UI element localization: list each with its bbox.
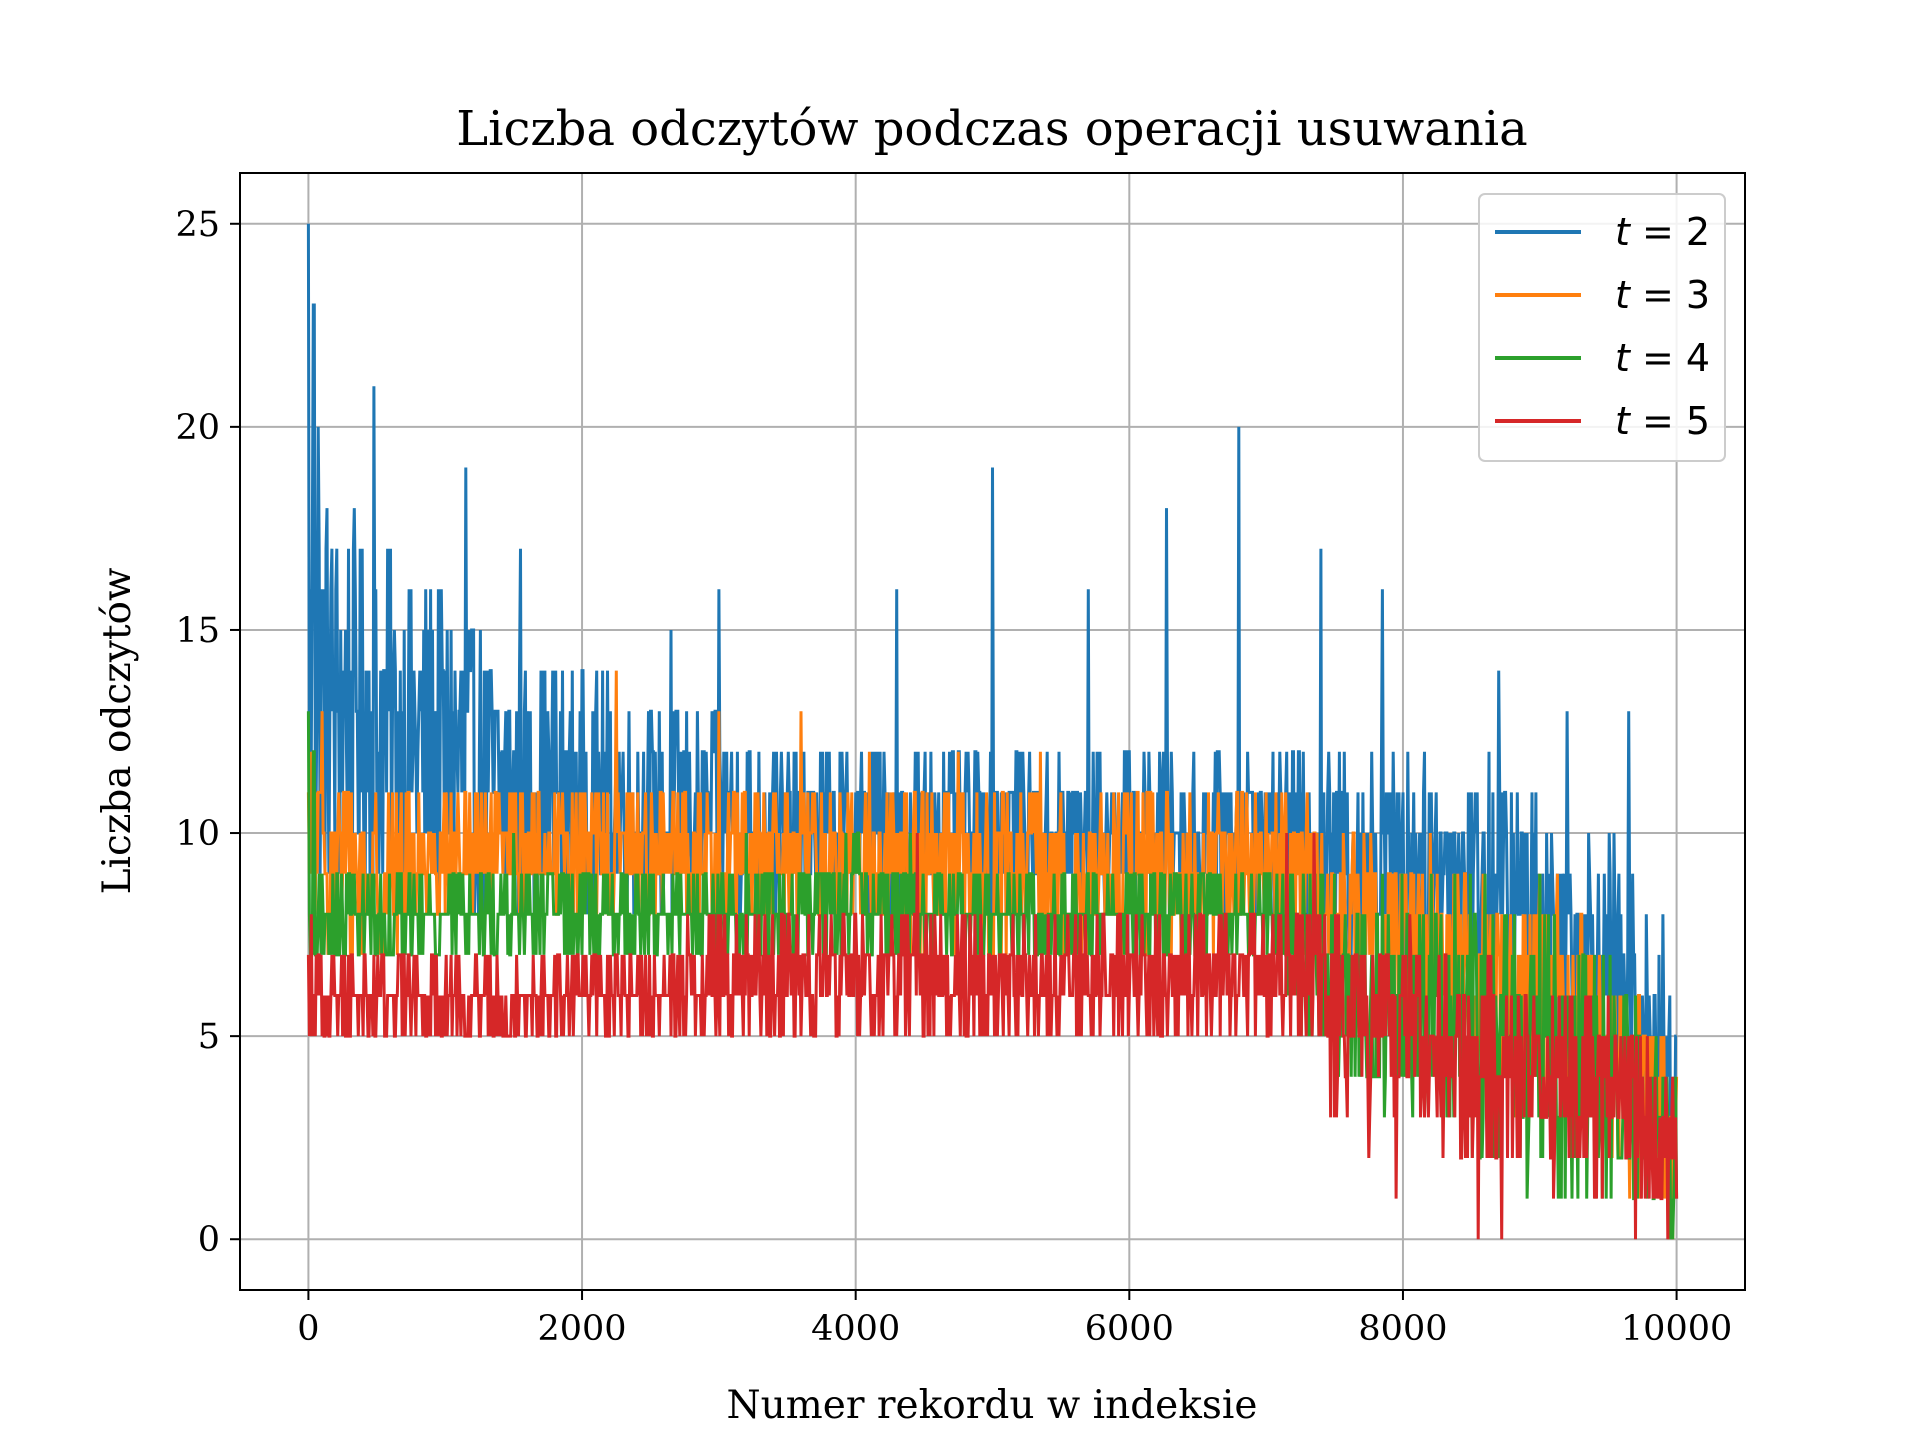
legend-label: t = 4 (1615, 336, 1710, 380)
x-tick-label: 0 (297, 1309, 319, 1349)
series-layer (306, 223, 1679, 1240)
y-tick-label: 25 (175, 205, 220, 245)
x-tick-label: 6000 (1085, 1309, 1174, 1349)
x-tick-label: 2000 (538, 1309, 627, 1349)
series-line-4 (306, 711, 1679, 1240)
legend-label: t = 3 (1615, 273, 1710, 317)
x-tick-label: 4000 (811, 1309, 900, 1349)
legend: t = 2 t = 3 t = 4 t = 5 (1478, 193, 1726, 462)
y-tick-label: 0 (198, 1220, 220, 1260)
plot-frame (239, 172, 1746, 1291)
y-tick-label: 20 (175, 408, 220, 448)
series-line-5 (306, 832, 1679, 1240)
legend-label: t = 2 (1615, 210, 1710, 254)
x-axis-label: Numer rekordu w indeksie (727, 1383, 1258, 1428)
x-tick-label: 8000 (1358, 1309, 1447, 1349)
legend-label: t = 5 (1615, 399, 1710, 443)
y-axis-label: Liczba odczytów (95, 568, 140, 895)
axis-ticks: 0 2000 4000 6000 8000 10000 0 5 10 15 20 25 (175, 205, 1732, 1349)
legend-box (1478, 193, 1726, 462)
x-tick-label: 10000 (1621, 1309, 1732, 1349)
y-tick-label: 5 (198, 1017, 220, 1057)
y-tick-label: 15 (175, 611, 220, 651)
y-tick-label: 10 (175, 814, 220, 854)
chart-title: Liczba odczytów podczas operacji usuwani… (456, 101, 1528, 157)
